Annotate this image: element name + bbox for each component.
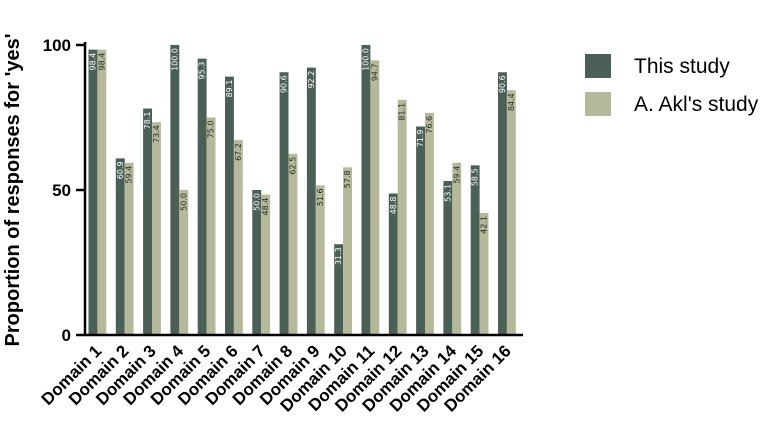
bar-akl-study-13 [425,112,434,335]
value-label-this-study-15: 58.5 [471,168,480,186]
bar-this-study-2 [115,158,125,335]
value-label-this-study-10: 31.3 [334,247,343,265]
value-label-this-study-9: 92.2 [307,71,316,89]
value-label-akl-study-4: 50.0 [179,193,188,211]
bar-akl-study-4 [179,190,189,335]
legend: This study A. Akl's study [585,54,759,116]
value-label-akl-study-12: 81.1 [398,103,407,121]
value-label-this-study-8: 90.6 [280,75,289,93]
value-label-akl-study-13: 76.6 [425,116,434,134]
legend-swatch-this-study [585,54,611,78]
bar-this-study-4 [170,45,180,335]
value-label-akl-study-14: 59.4 [452,166,461,184]
value-label-akl-study-8: 62.5 [288,157,297,175]
bar-this-study-5 [197,58,207,335]
value-label-this-study-13: 71.9 [416,129,425,147]
bar-this-study-12 [388,193,398,335]
bar-akl-study-14 [452,162,462,335]
bar-this-study-1 [88,49,98,335]
bar-this-study-8 [279,72,289,335]
bar-akl-study-12 [397,99,407,335]
value-label-this-study-11: 100.0 [361,48,370,71]
bar-akl-study-6 [233,140,243,335]
value-label-akl-study-10: 57.8 [343,170,352,188]
bar-akl-study-11 [370,60,380,336]
bar-this-study-6 [225,76,234,336]
y-ticks-layer: 0 50 100 [43,36,85,345]
value-label-akl-study-9: 51.6 [316,188,325,206]
bar-this-study-9 [306,67,316,336]
bar-akl-study-7 [261,194,271,335]
value-label-this-study-1: 98.4 [88,53,97,71]
bars-layer [88,45,516,336]
bar-this-study-15 [470,165,480,335]
bar-akl-study-2 [124,162,134,335]
bar-this-study-16 [498,72,507,335]
value-label-akl-study-3: 73.4 [152,125,161,143]
bar-akl-study-8 [288,153,298,335]
value-label-this-study-7: 50.0 [252,193,261,211]
bar-this-study-14 [443,181,453,335]
y-tick-label-100: 100 [43,36,71,55]
value-label-akl-study-1: 98.4 [97,53,106,71]
bar-akl-study-10 [343,167,352,335]
bar-akl-study-16 [506,90,516,336]
bar-this-study-7 [252,190,262,335]
bar-this-study-11 [361,45,371,335]
bar-akl-study-3 [152,122,161,335]
value-labels-layer: 98.4 98.460.9 59.478.173.4100.050.095.375.… [88,48,515,265]
legend-label-akl-study: A. Akl's study [634,93,759,116]
value-label-this-study-2: 60.9 [116,161,125,179]
bar-akl-study-15 [479,212,489,335]
value-label-akl-study-5: 75.0 [207,121,216,139]
value-label-this-study-6: 89.1 [225,80,234,98]
value-label-akl-study-11: 94.7 [370,63,379,81]
bar-akl-study-9 [315,185,325,335]
value-label-this-study-12: 48.8 [389,196,398,214]
bar-this-study-3 [143,108,152,335]
value-label-this-study-5: 95.3 [198,62,207,80]
value-label-this-study-4: 100.0 [170,48,179,71]
value-label-akl-study-7: 48.4 [261,198,270,216]
value-label-akl-study-16: 84.4 [507,93,516,111]
value-label-akl-study-2: 59.4 [125,166,134,184]
bar-this-study-13 [416,126,425,336]
value-label-akl-study-6: 67.2 [234,143,243,161]
value-label-this-study-3: 78.1 [143,112,152,130]
bar-this-study-10 [334,244,344,335]
y-axis-label: Proportion of responses for 'yes' [2,34,24,347]
value-label-this-study-16: 90.6 [498,75,507,93]
y-tick-label-0: 0 [62,326,71,345]
legend-label-this-study: This study [634,55,730,78]
bar-akl-study-5 [206,117,216,335]
bar-akl-study-1 [97,49,107,335]
value-label-akl-study-15: 42.1 [480,216,489,234]
value-label-this-study-14: 53.1 [443,184,452,202]
y-tick-label-50: 50 [52,181,71,200]
legend-swatch-akl-study [585,92,611,116]
